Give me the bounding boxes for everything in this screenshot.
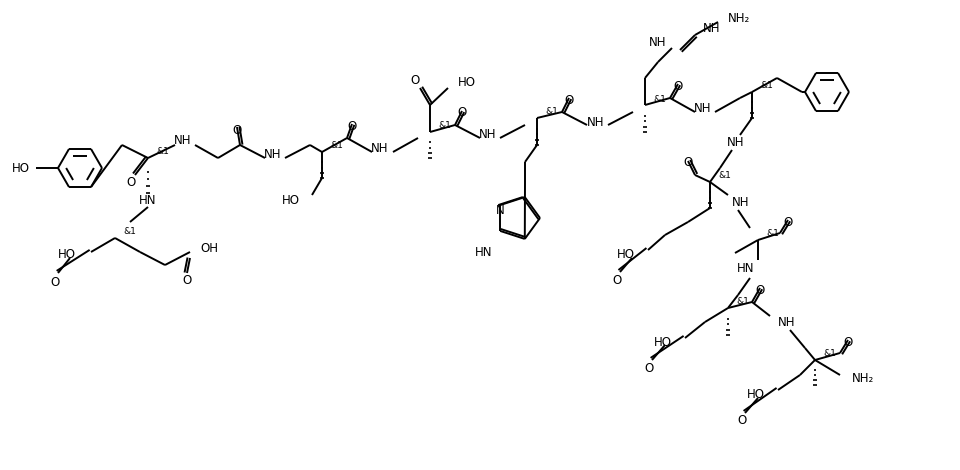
Text: NH: NH: [372, 141, 389, 155]
Text: O: O: [844, 336, 852, 348]
Text: O: O: [684, 157, 692, 170]
Text: O: O: [644, 361, 654, 375]
Text: NH: NH: [728, 135, 745, 149]
Text: NH: NH: [479, 127, 496, 141]
Text: &1: &1: [545, 108, 558, 117]
Text: HO: HO: [458, 76, 476, 88]
Text: O: O: [50, 275, 60, 289]
Text: NH: NH: [649, 36, 666, 48]
Text: NH: NH: [778, 316, 796, 329]
Text: NH: NH: [264, 148, 281, 160]
Text: &1: &1: [123, 227, 136, 236]
Text: HO: HO: [654, 336, 672, 348]
Text: HN: HN: [139, 194, 156, 206]
Text: HN: HN: [474, 245, 492, 258]
Text: O: O: [737, 415, 747, 428]
Text: &1: &1: [760, 81, 773, 91]
Text: HO: HO: [282, 194, 300, 206]
Text: NH: NH: [694, 102, 711, 115]
Text: HO: HO: [58, 249, 76, 261]
Text: HO: HO: [12, 162, 30, 174]
Text: HO: HO: [617, 249, 635, 261]
Text: &1: &1: [438, 122, 451, 131]
Text: O: O: [348, 119, 356, 133]
Text: O: O: [612, 274, 622, 287]
Text: O: O: [564, 94, 574, 107]
Text: O: O: [127, 177, 135, 189]
Text: NH₂: NH₂: [728, 11, 751, 24]
Text: OH: OH: [200, 243, 218, 256]
Text: &1: &1: [653, 94, 666, 103]
Text: NH: NH: [175, 134, 192, 148]
Text: O: O: [410, 73, 420, 86]
Text: O: O: [182, 274, 192, 288]
Text: O: O: [756, 283, 764, 297]
Text: &1: &1: [156, 148, 169, 157]
Text: &1: &1: [766, 229, 779, 238]
Text: NH: NH: [732, 196, 750, 209]
Text: HO: HO: [747, 387, 765, 400]
Text: O: O: [232, 124, 242, 136]
Text: NH₂: NH₂: [852, 373, 875, 385]
Text: O: O: [783, 216, 793, 228]
Text: &1: &1: [823, 350, 836, 359]
Text: O: O: [457, 107, 467, 119]
Text: NH: NH: [703, 22, 721, 34]
Text: &1: &1: [330, 141, 343, 150]
Text: HN: HN: [736, 261, 754, 274]
Text: N: N: [496, 204, 505, 217]
Text: &1: &1: [736, 298, 749, 306]
Text: O: O: [673, 79, 683, 93]
Text: NH: NH: [588, 116, 605, 128]
Text: &1: &1: [718, 172, 731, 180]
